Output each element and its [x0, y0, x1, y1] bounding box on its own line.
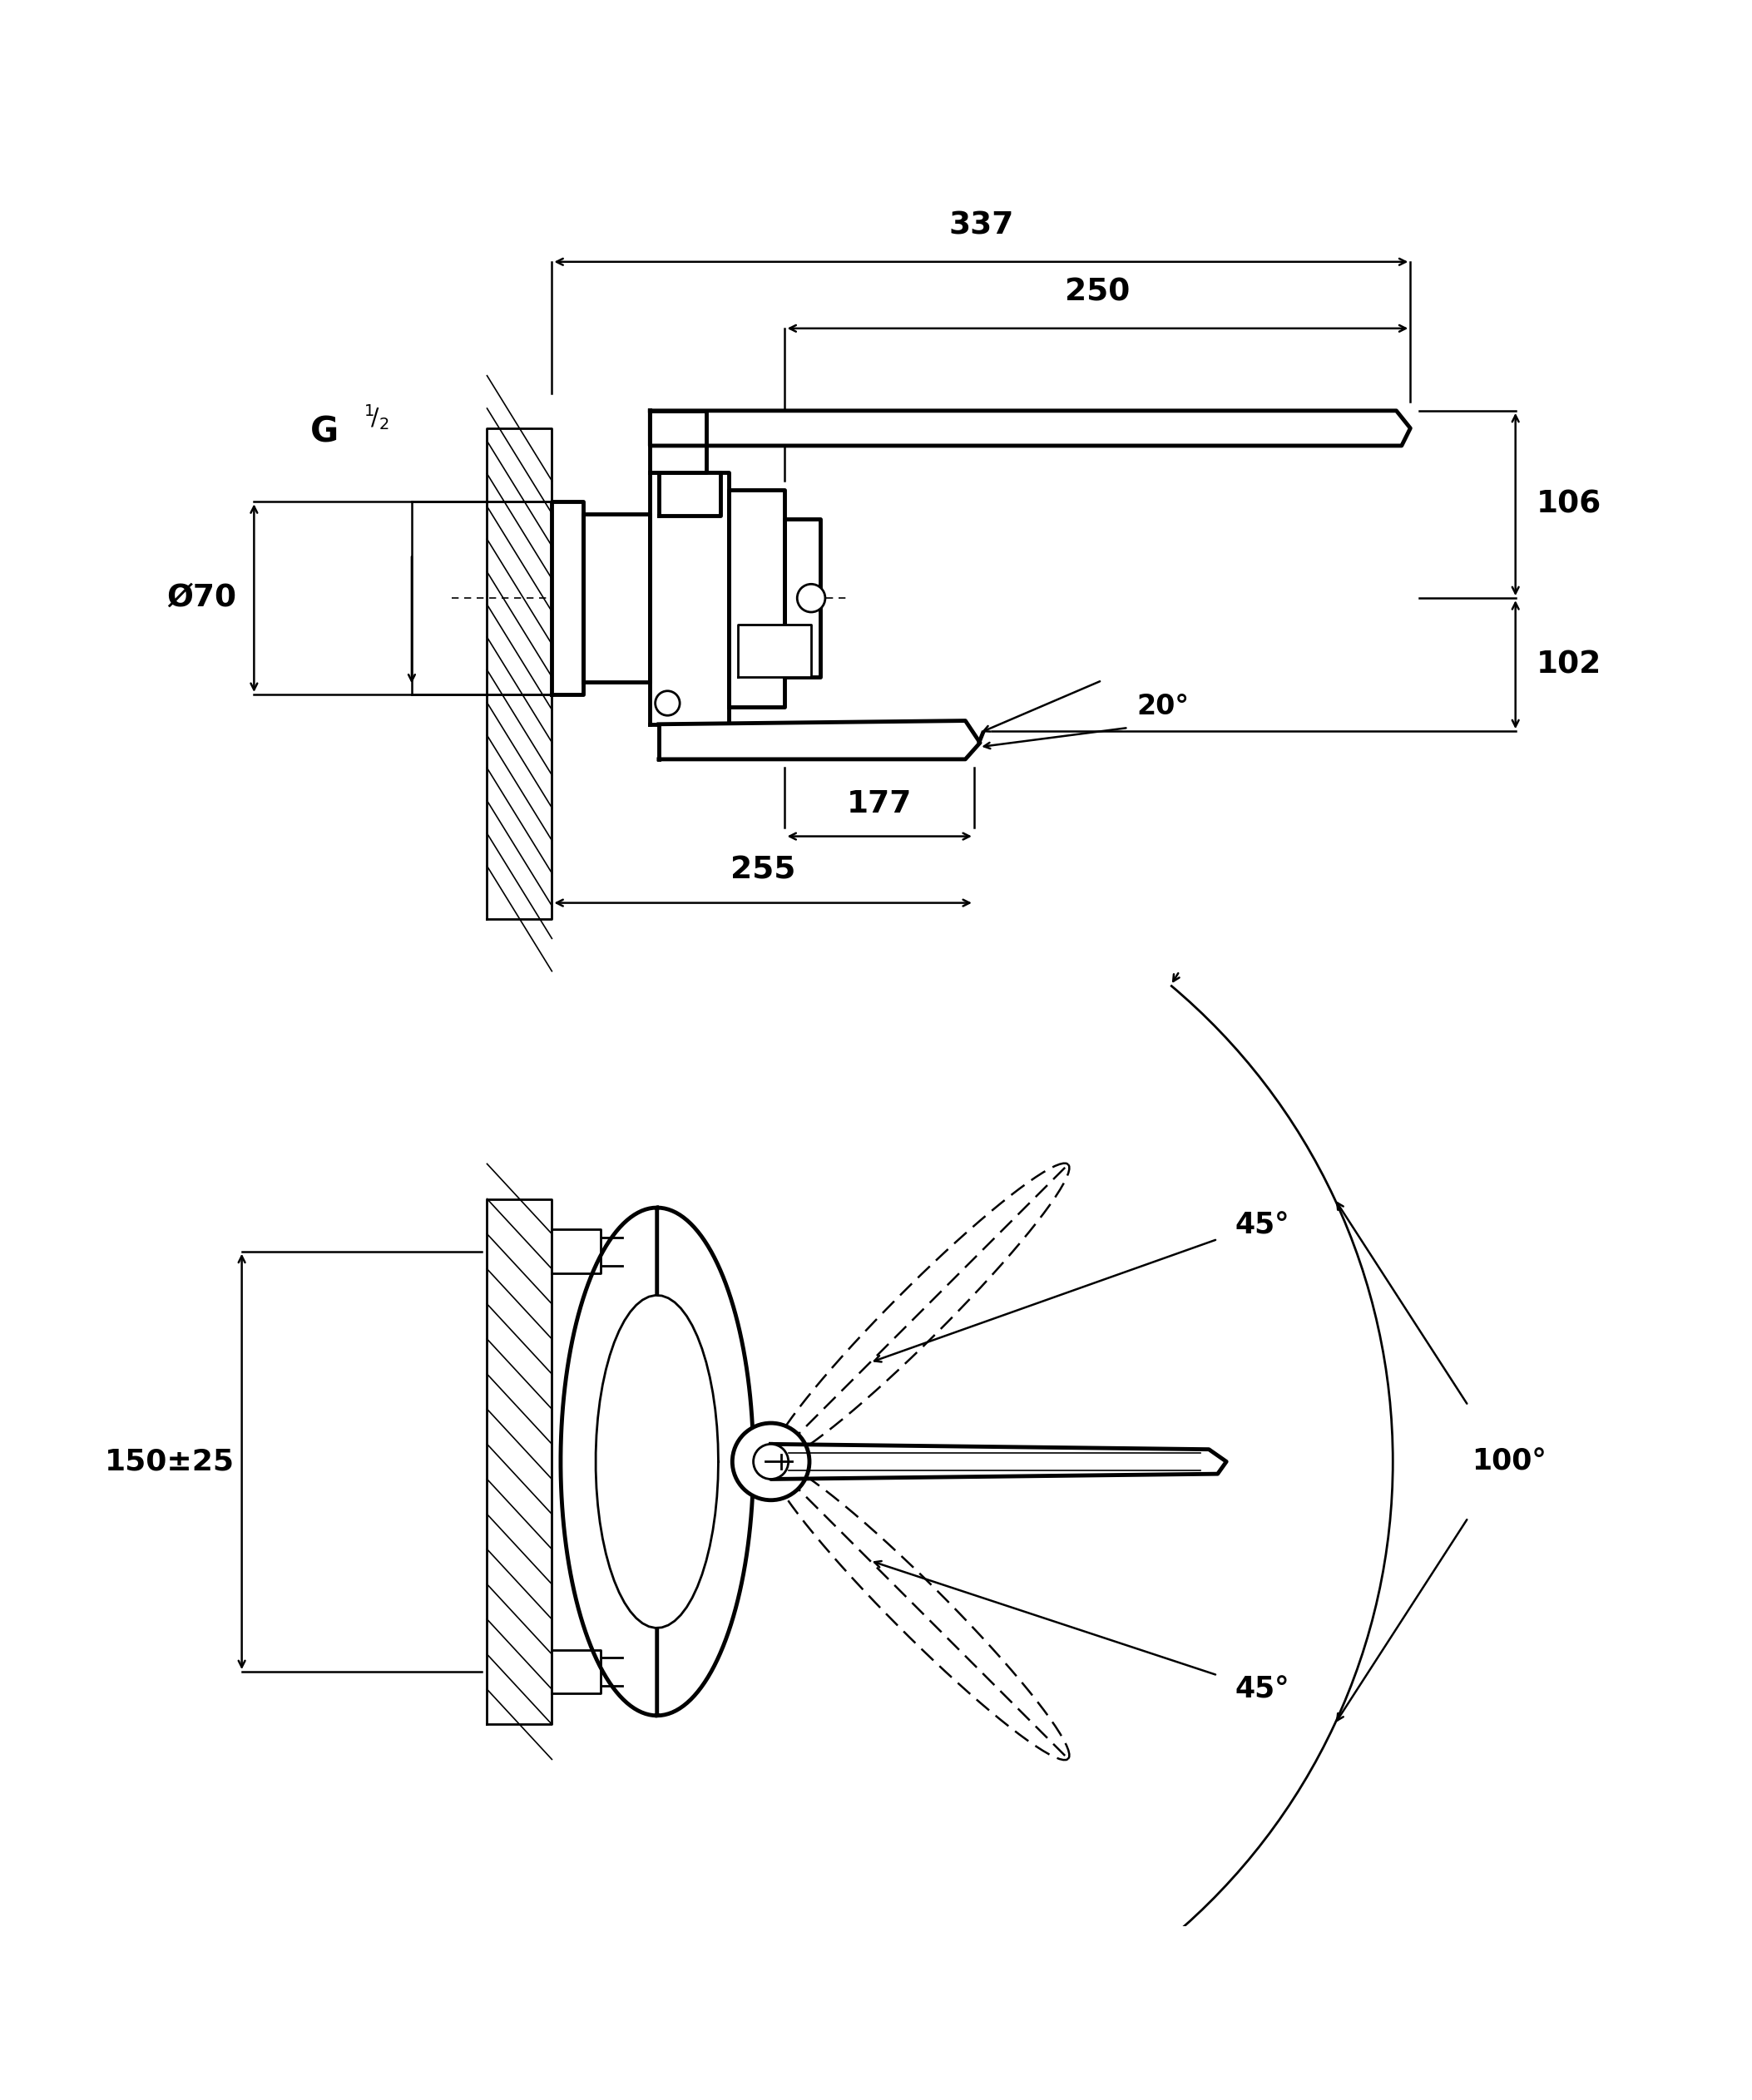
- Polygon shape: [552, 1651, 601, 1695]
- Text: 150±25: 150±25: [105, 1447, 235, 1476]
- Circle shape: [732, 1424, 809, 1499]
- Polygon shape: [738, 624, 811, 676]
- Polygon shape: [729, 489, 785, 708]
- Text: 102: 102: [1537, 649, 1601, 680]
- Text: 106: 106: [1537, 489, 1601, 519]
- Text: 250: 250: [1065, 277, 1130, 307]
- Text: Ø70: Ø70: [166, 584, 237, 613]
- Polygon shape: [561, 1208, 753, 1716]
- Text: $^1\!/_2$: $^1\!/_2$: [364, 403, 389, 433]
- Polygon shape: [583, 514, 650, 682]
- Polygon shape: [659, 720, 979, 760]
- Text: 45°: 45°: [1235, 1676, 1289, 1703]
- Text: 255: 255: [731, 855, 795, 886]
- Polygon shape: [578, 1237, 601, 1266]
- Polygon shape: [552, 502, 583, 695]
- Text: 337: 337: [948, 210, 1014, 242]
- Polygon shape: [596, 1296, 718, 1628]
- Polygon shape: [771, 1445, 1226, 1478]
- Circle shape: [797, 584, 825, 611]
- Polygon shape: [650, 412, 1410, 445]
- Text: 100°: 100°: [1472, 1447, 1547, 1476]
- Circle shape: [753, 1445, 788, 1478]
- Polygon shape: [650, 472, 729, 724]
- Text: G: G: [310, 414, 338, 449]
- Polygon shape: [659, 472, 720, 517]
- Text: 20°: 20°: [1137, 693, 1190, 720]
- Text: 45°: 45°: [1235, 1212, 1289, 1239]
- Polygon shape: [552, 1228, 601, 1273]
- Polygon shape: [650, 412, 706, 472]
- Text: 177: 177: [846, 790, 913, 819]
- Circle shape: [655, 691, 680, 716]
- Polygon shape: [578, 1657, 601, 1686]
- Polygon shape: [785, 519, 820, 676]
